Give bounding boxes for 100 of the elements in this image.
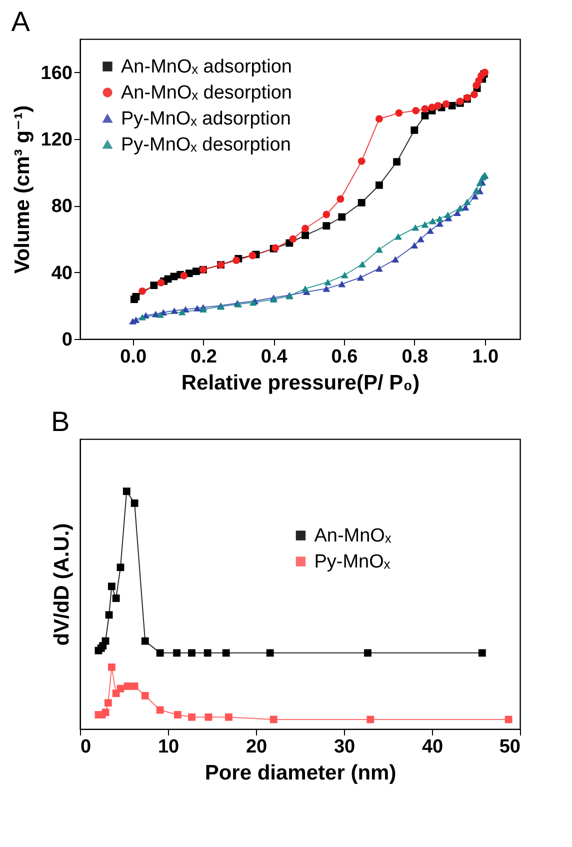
point <box>204 713 212 721</box>
point <box>444 212 452 218</box>
point <box>132 292 140 300</box>
point <box>302 224 309 232</box>
y-tick-label: 120 <box>40 130 72 150</box>
point <box>138 314 146 320</box>
point <box>448 102 456 110</box>
y-tick-label: 160 <box>40 62 72 84</box>
point <box>421 221 429 228</box>
point <box>180 272 188 280</box>
point <box>225 713 232 721</box>
y-axis-title: Volume (cm³ g⁻¹) <box>10 105 34 274</box>
x-axis-title: Pore diameter (nm) <box>204 762 396 784</box>
point <box>412 224 420 231</box>
point <box>105 611 113 619</box>
point <box>204 649 212 657</box>
legend-label: Py-MnOₓ <box>314 552 391 572</box>
legend-label: An-MnOₓ desorption <box>121 82 292 104</box>
chart-title: B <box>51 406 70 437</box>
point <box>470 90 478 98</box>
point <box>102 637 110 645</box>
point <box>375 265 383 272</box>
point <box>156 311 164 318</box>
point <box>428 104 436 112</box>
point <box>454 210 462 216</box>
point <box>116 684 124 692</box>
point <box>426 227 434 234</box>
legend-label: Py-MnOₓ desorption <box>121 134 291 156</box>
point <box>472 187 480 194</box>
point <box>104 699 112 707</box>
point <box>338 213 346 221</box>
point <box>421 112 429 120</box>
point <box>178 308 186 316</box>
x-tick-label: 0.0 <box>120 346 147 368</box>
x-tick-label: 10 <box>158 736 180 758</box>
point <box>112 594 120 602</box>
point <box>392 256 400 263</box>
y-tick-label: 80 <box>51 196 72 218</box>
point <box>463 198 471 206</box>
point <box>338 280 346 288</box>
y-tick-label: 0 <box>62 330 72 350</box>
point <box>434 102 442 110</box>
point <box>232 256 240 264</box>
x-tick-label: 40 <box>422 736 444 758</box>
point <box>188 649 196 657</box>
point <box>412 106 420 114</box>
point <box>130 499 138 507</box>
point <box>476 180 484 186</box>
point <box>462 204 470 211</box>
x-tick-label: 0 <box>80 736 92 758</box>
y-axis-title: dV/dD (A.U.) <box>50 523 74 646</box>
point <box>471 192 479 200</box>
x-tick-label: 30 <box>334 736 356 758</box>
point <box>456 204 464 212</box>
point <box>130 682 138 690</box>
point <box>270 716 278 724</box>
point <box>410 242 418 249</box>
x-tick-label: 0.8 <box>402 346 428 368</box>
point <box>174 711 182 718</box>
y-tick-label: 40 <box>51 262 72 284</box>
point <box>322 222 330 230</box>
point <box>173 649 181 657</box>
point <box>124 682 132 690</box>
x-tick-label: 0.4 <box>260 346 288 368</box>
x-tick-label: 0.6 <box>331 346 358 368</box>
point <box>356 274 364 281</box>
legend-label: Py-MnOₓ adsorption <box>121 108 291 130</box>
point <box>504 716 512 724</box>
point <box>322 210 330 218</box>
point <box>395 109 403 117</box>
point <box>478 649 486 657</box>
point <box>336 195 344 203</box>
point <box>170 307 178 314</box>
point <box>108 663 116 671</box>
point <box>428 218 436 224</box>
point <box>157 278 165 286</box>
point <box>375 115 383 123</box>
point <box>192 268 200 276</box>
point <box>108 582 116 590</box>
point <box>156 706 164 714</box>
x-tick-label: 1.0 <box>472 346 499 368</box>
point <box>188 713 196 721</box>
x-tick-label: 0.2 <box>190 346 217 368</box>
point <box>340 272 348 278</box>
point <box>102 708 110 716</box>
point <box>364 649 372 657</box>
point <box>322 285 330 292</box>
point <box>156 649 164 657</box>
point <box>138 287 146 295</box>
chart-title: A <box>11 6 30 37</box>
legend-label: An-MnOₓ <box>314 526 392 546</box>
point <box>302 232 309 240</box>
x-tick-label: 50 <box>499 736 520 758</box>
point <box>141 637 149 645</box>
legend-label: An-MnOₓ adsorption <box>121 56 292 78</box>
point <box>442 100 450 108</box>
point <box>116 564 124 572</box>
point <box>358 198 366 206</box>
point <box>302 285 309 292</box>
point <box>375 181 383 189</box>
